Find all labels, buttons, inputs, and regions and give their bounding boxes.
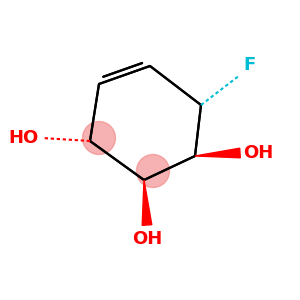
Text: F: F [243,56,255,74]
Text: OH: OH [132,230,162,247]
Polygon shape [195,148,240,158]
Circle shape [82,122,116,154]
Text: HO: HO [9,129,39,147]
Polygon shape [142,180,152,225]
Text: OH: OH [243,144,273,162]
Circle shape [136,154,169,188]
